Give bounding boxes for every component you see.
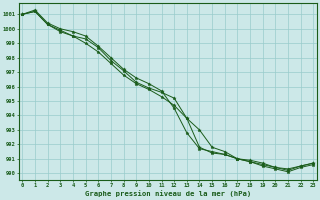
X-axis label: Graphe pression niveau de la mer (hPa): Graphe pression niveau de la mer (hPa) — [85, 190, 251, 197]
